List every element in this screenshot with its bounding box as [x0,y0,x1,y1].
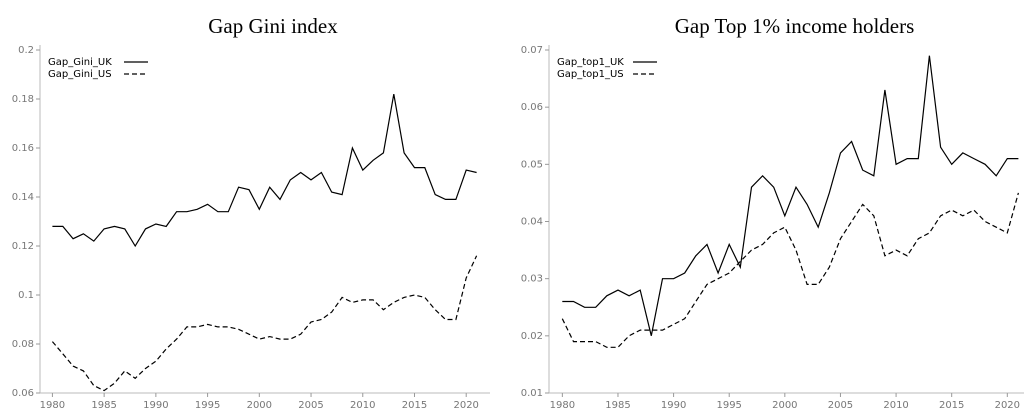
y-tick-label: 0.16 [12,143,34,154]
x-tick-label: 1980 [40,400,65,410]
x-tick-label: 2015 [939,400,964,410]
x-tick-label: 2000 [772,400,797,410]
x-tick-label: 1995 [716,400,741,410]
legend-label: Gap_top1_US [557,69,624,80]
line-series [52,93,477,248]
line-series [561,192,1019,348]
x-tick-label: 2000 [247,400,272,410]
x-tick-label: 2015 [402,400,427,410]
x-tick-label: 2020 [995,400,1020,410]
y-tick-label: 0.08 [12,339,34,350]
legend-label: Gap_top1_UK [557,57,624,68]
x-tick-label: 2005 [828,400,853,410]
legend-label: Gap_Gini_UK [48,57,112,68]
x-tick-label: 1980 [550,400,575,410]
x-tick-label: 1990 [143,400,168,410]
y-tick-label: 0.04 [521,217,543,228]
y-tick-label: 0.2 [18,45,34,56]
y-tick-label: 0.18 [12,94,34,105]
y-tick-label: 0.02 [521,331,543,342]
y-tick-label: 0.06 [12,388,34,399]
y-tick-label: 0.07 [521,45,543,56]
legend-label: Gap_Gini_US [48,69,112,80]
x-tick-label: 1990 [661,400,686,410]
x-tick-label: 2010 [350,400,375,410]
y-tick-label: 0.1 [18,290,34,301]
chart-title: Gap Gini index [208,14,338,38]
line-series [51,255,478,392]
y-tick-label: 0.05 [521,159,543,170]
x-tick-label: 1995 [195,400,220,410]
x-tick-label: 1985 [605,400,630,410]
y-tick-label: 0.01 [521,388,543,399]
y-tick-label: 0.06 [521,102,543,113]
x-tick-label: 2020 [453,400,478,410]
y-tick-label: 0.14 [12,192,34,203]
y-tick-label: 0.03 [521,274,543,285]
x-tick-label: 2010 [883,400,908,410]
x-tick-label: 1985 [91,400,116,410]
chart-title: Gap Top 1% income holders [675,14,915,38]
line-series [562,55,1019,336]
y-tick-label: 0.12 [12,241,34,252]
x-tick-label: 2005 [298,400,323,410]
